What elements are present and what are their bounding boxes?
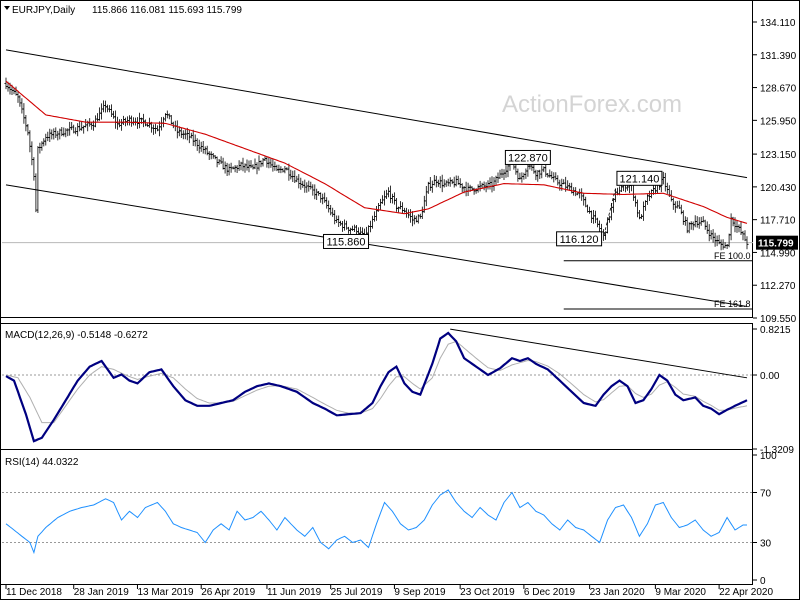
price-annotation-label: 115.860 — [327, 236, 366, 248]
macd-label: MACD(12,26,9) -0.5148 -0.6272 — [5, 330, 148, 341]
rsi-panel-frame — [0, 449, 753, 585]
price-axis-label: 120.430 — [760, 183, 797, 194]
price-annotation-box — [323, 233, 370, 249]
price-axis-label: 125.950 — [760, 116, 797, 127]
last-price-tag — [756, 235, 798, 250]
macd-axis-label: -1.3209 — [760, 445, 794, 456]
dashed-projection-line — [603, 188, 616, 237]
price-axis-label: 128.670 — [760, 84, 797, 95]
ohlc-bar — [745, 236, 749, 250]
macd-signal-line — [5, 340, 748, 424]
time-axis-label: 9 Mar 2020 — [655, 587, 706, 598]
time-axis-label: 9 Sep 2019 — [394, 587, 446, 598]
watermark-text: ActionForex.com — [502, 91, 682, 118]
price-axis-label: 109.550 — [760, 314, 797, 325]
macd-panel-frame — [0, 323, 753, 454]
ohlc-values-label: 115.866 116.081 115.693 115.799 — [92, 5, 242, 16]
price-annotation-label: 122.870 — [508, 152, 548, 164]
rsi-axis-label: 100 — [760, 451, 777, 462]
rsi-axis-label: 70 — [760, 489, 772, 500]
time-axis-label: 11 Jun 2019 — [267, 587, 322, 598]
price-axis-label: 117.710 — [760, 216, 796, 227]
price-axis-label: 114.990 — [760, 248, 796, 259]
fib-level-label: FE 161.8 — [714, 299, 751, 309]
symbol-label: EURJPY,Daily — [12, 5, 75, 16]
fib-level-label: FE 100.0 — [714, 251, 751, 261]
time-axis-label: 25 Jul 2019 — [331, 587, 383, 598]
macd-axis-label: 0.8215 — [760, 325, 791, 336]
macd-axis-label: 0.00 — [760, 371, 780, 382]
rsi-axis-label: 0 — [760, 576, 766, 587]
price-annotation-box — [616, 170, 663, 186]
time-axis-label: 13 Mar 2019 — [137, 587, 194, 598]
rsi-label: RSI(14) 44.0322 — [5, 457, 79, 468]
price-axis-label: 112.270 — [760, 281, 796, 292]
time-axis-label: 23 Jan 2020 — [590, 587, 645, 598]
macd-line — [5, 331, 748, 443]
price-axis-label: 134.110 — [760, 18, 796, 29]
moving-average-line — [5, 80, 748, 224]
time-axis-label: 11 Dec 2018 — [6, 587, 62, 598]
time-axis-label: 6 Dec 2019 — [524, 587, 576, 598]
time-axis-label: 23 Oct 2019 — [460, 587, 515, 598]
price-axis-label: 123.150 — [760, 150, 797, 161]
time-axis-label: 22 Apr 2020 — [719, 587, 773, 598]
price-annotation-label: 116.120 — [560, 234, 599, 246]
rsi-axis-label: 30 — [760, 539, 772, 550]
price-annotation-box — [556, 231, 603, 247]
channel-trend-line — [5, 49, 748, 179]
price-panel-frame — [0, 0, 753, 318]
time-axis-label: 28 Jan 2019 — [74, 587, 129, 598]
time-axis-label: 26 Apr 2019 — [201, 587, 255, 598]
collapse-triangle-icon — [4, 6, 10, 10]
channel-trend-line — [5, 184, 748, 308]
macd-trend-line — [450, 328, 748, 379]
last-price-label: 115.799 — [758, 239, 794, 250]
rsi-line — [5, 489, 747, 555]
price-axis-label: 131.390 — [760, 51, 797, 62]
price-annotation-label: 121.140 — [620, 173, 660, 185]
price-annotation-box — [504, 149, 551, 165]
